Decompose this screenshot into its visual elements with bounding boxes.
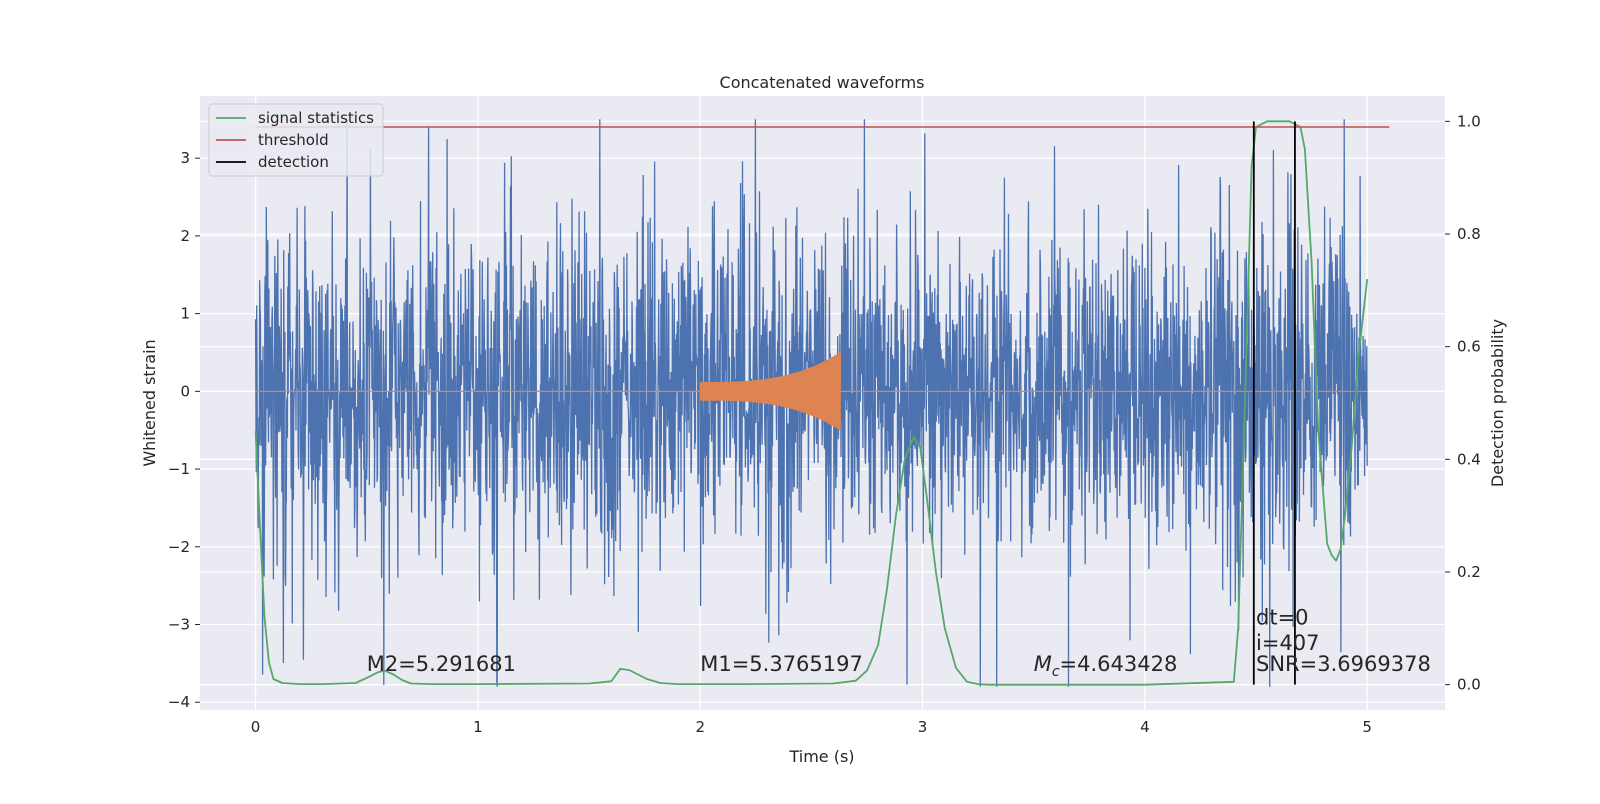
y-axis-label: Whitened strain [140,339,159,466]
legend-items: signal statistics threshold detection [216,109,374,171]
y2-tick-label: 1.0 [1457,112,1481,130]
x-tick-label: 2 [695,718,705,736]
ticks-layer: 0 1 2 3 4 5 −4 −3 −2 −1 0 1 2 3 0.0 0.2 0.4 0.6 0.8 1.0 [168,112,1481,736]
legend-label: signal statistics [258,109,374,127]
y-tick-label: 0 [180,382,190,400]
series-layer [254,119,1390,687]
y2-tick-label: 0.2 [1457,563,1481,581]
annotation-text: i=407 [1256,631,1320,655]
x-tick-label: 1 [473,718,483,736]
annotation-text: dt=0 [1256,606,1309,630]
x-tick-label: 4 [1140,718,1150,736]
annotation-text: SNR=3.6969378 [1256,652,1431,676]
y-tick-label: 1 [180,305,190,323]
x-tick-label: 5 [1362,718,1372,736]
legend-label: threshold [258,131,329,149]
y2-tick-label: 0.4 [1457,450,1481,468]
legend-label: detection [258,153,329,171]
y-tick-label: −1 [168,460,190,478]
x-tick-label: 0 [251,718,261,736]
annotation-text: M2=5.291681 [367,652,516,676]
y-tick-label: −2 [168,538,190,556]
annotation-text: Mc=4.643428 [1034,652,1178,680]
chart-title: Concatenated waveforms [720,73,925,92]
y2-tick-label: 0.8 [1457,225,1481,243]
annotation-text: M1=5.3765197 [700,652,863,676]
legend-box [208,103,384,177]
x-axis-label: Time (s) [788,747,854,766]
annotations: M2=5.291681 M1=5.3765197 Mc=4.643428 dt=0i=… [367,606,1431,681]
y-tick-label: 2 [180,227,190,245]
y2-tick-label: 0.6 [1457,338,1481,356]
template-series-line [255,352,1368,431]
signal-statistics-line [254,120,1369,686]
y-tick-label: 3 [180,149,190,167]
y-tick-label: −4 [168,693,190,711]
y-tick-label: −3 [168,616,190,634]
legend: signal statistics threshold detection [208,103,384,177]
y2-axis-label: Detection probability [1488,319,1507,487]
x-tick-label: 3 [918,718,928,736]
y2-tick-label: 0.0 [1457,676,1481,694]
